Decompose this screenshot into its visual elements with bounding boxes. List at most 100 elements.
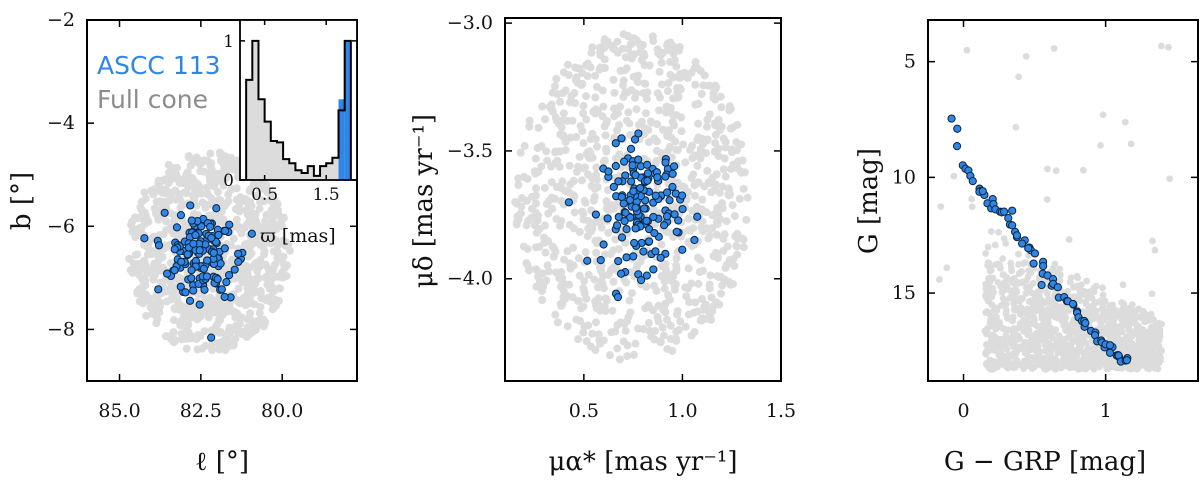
- field-star-point: [274, 206, 283, 215]
- field-star-point: [1029, 279, 1037, 287]
- field-star-point: [668, 110, 677, 119]
- member-star-point: [978, 187, 987, 196]
- member-star-point: [199, 264, 209, 273]
- field-star-point: [203, 156, 212, 165]
- field-star-point: [1065, 306, 1073, 314]
- field-star-point: [739, 243, 748, 252]
- field-star-point: [1131, 319, 1138, 327]
- y-tick-label: −4: [47, 112, 75, 134]
- field-star-point: [663, 87, 672, 96]
- field-star-point: [616, 318, 625, 327]
- field-star-point: [568, 293, 577, 302]
- field-star-point: [1041, 361, 1049, 369]
- field-histogram-fill: [246, 40, 351, 180]
- field-star-point: [1126, 346, 1134, 354]
- field-star-point: [676, 73, 685, 82]
- field-star-point: [563, 116, 572, 125]
- field-star-point: [1035, 304, 1043, 311]
- field-star-point: [167, 335, 176, 344]
- field-star-point: [221, 152, 230, 161]
- field-star-point: [208, 346, 217, 355]
- member-star-point: [690, 235, 699, 245]
- field-star-point: [154, 215, 163, 224]
- field-star-point: [511, 198, 520, 207]
- field-star-point: [936, 276, 943, 283]
- field-star-point: [719, 165, 728, 174]
- field-star-point: [659, 125, 668, 134]
- field-star-point: [1001, 298, 1009, 305]
- field-star-point: [553, 90, 562, 99]
- field-star-point: [1032, 348, 1040, 355]
- field-star-point: [1002, 332, 1010, 340]
- member-star-point: [643, 169, 653, 178]
- member-star-point: [1024, 244, 1033, 253]
- field-star-point: [559, 293, 568, 302]
- field-star-point: [684, 214, 693, 223]
- field-star-point: [609, 277, 618, 286]
- field-star-point: [722, 217, 731, 226]
- member-star-point: [634, 129, 643, 138]
- field-star-point: [1001, 357, 1009, 365]
- field-star-point: [256, 196, 265, 205]
- member-star-point: [206, 222, 215, 231]
- field-star-point: [182, 344, 191, 353]
- field-star-point: [687, 279, 696, 288]
- field-star-point: [579, 139, 588, 148]
- field-star-point: [666, 321, 675, 330]
- member-star-point: [668, 182, 677, 192]
- field-star-point: [1015, 73, 1023, 81]
- field-star-point: [727, 145, 736, 154]
- member-star-point: [619, 157, 629, 166]
- field-star-point: [705, 110, 714, 119]
- field-star-point: [133, 289, 142, 298]
- member-star-point: [191, 230, 200, 240]
- field-star-point: [270, 198, 279, 207]
- field-star-point: [600, 55, 609, 64]
- field-star-point: [730, 212, 739, 221]
- field-star-point: [197, 189, 206, 198]
- field-star-point: [610, 88, 619, 97]
- x-tick-label: 1: [1100, 400, 1112, 422]
- member-star-point: [629, 252, 638, 261]
- field-star-point: [1075, 333, 1082, 341]
- field-star-point: [664, 271, 673, 280]
- field-star-point: [137, 223, 146, 232]
- field-star-point: [618, 44, 627, 53]
- member-star-point: [649, 265, 658, 274]
- field-star-point: [645, 61, 654, 70]
- field-star-point: [713, 254, 722, 263]
- field-star-point: [260, 250, 269, 259]
- field-star-point: [581, 198, 590, 207]
- field-star-point: [720, 154, 729, 163]
- inset-ticks: 0.5 1.5 0 1: [223, 20, 357, 205]
- field-star-point: [131, 251, 140, 260]
- field-star-point: [256, 303, 265, 312]
- field-star-point: [739, 184, 748, 193]
- member-star-point: [617, 233, 627, 242]
- field-star-point: [222, 173, 231, 182]
- field-star-point: [227, 185, 236, 194]
- member-star-point: [154, 241, 164, 250]
- field-star-point: [981, 327, 989, 335]
- field-star-point: [637, 42, 646, 51]
- field-star-point: [657, 240, 666, 249]
- field-star-point: [161, 241, 170, 250]
- field-star-point: [1120, 336, 1127, 344]
- field-star-point: [584, 170, 593, 179]
- field-star-point: [228, 164, 237, 173]
- field-star-point: [584, 151, 593, 160]
- field-star-point: [576, 121, 585, 130]
- field-star-point: [142, 242, 151, 251]
- field-star-point: [1146, 349, 1153, 357]
- field-star-point: [281, 241, 290, 250]
- field-star-point: [162, 189, 171, 198]
- field-star-point: [151, 270, 160, 279]
- y-tick-label: −6: [47, 215, 75, 237]
- field-star-point: [201, 308, 210, 317]
- field-star-point: [985, 347, 993, 355]
- field-star-point: [994, 260, 1002, 268]
- field-star-point: [589, 196, 598, 205]
- field-star-point: [582, 294, 591, 303]
- field-star-point: [663, 315, 672, 324]
- field-star-point: [176, 321, 185, 330]
